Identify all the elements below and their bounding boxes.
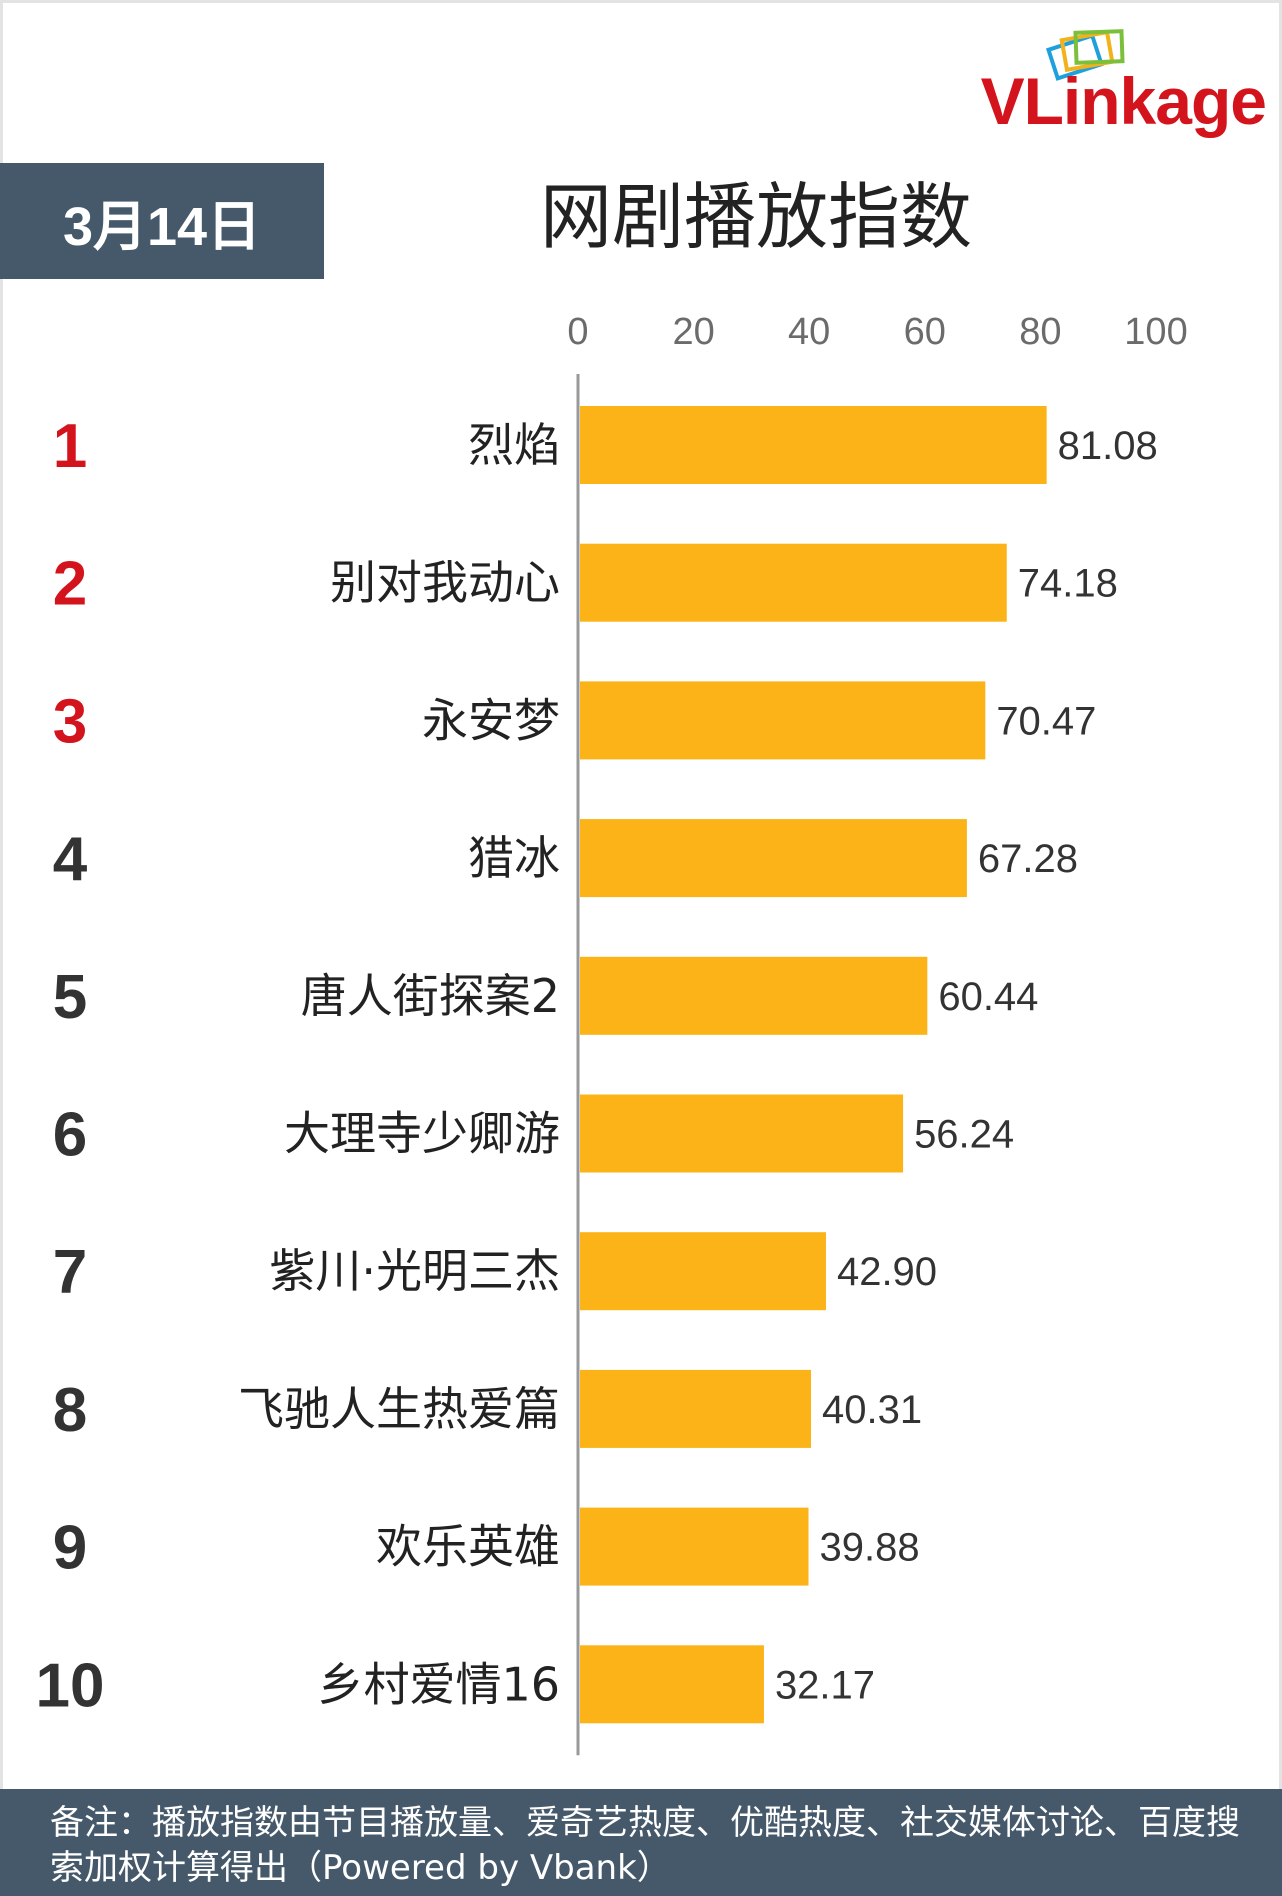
logo-text: VLinkage [980, 64, 1267, 138]
data-bar [580, 406, 1047, 484]
data-bar [580, 1369, 811, 1448]
rank-number: 6 [53, 1101, 87, 1170]
data-bar [580, 681, 986, 760]
category-label: 紫川·光明三杰 [269, 1244, 560, 1298]
data-value-label: 67.28 [978, 837, 1078, 881]
rank-number: 9 [53, 1514, 87, 1583]
x-tick-label: 0 [567, 311, 588, 353]
footnote-bar: 备注：播放指数由节目播放量、爱奇艺热度、优酷热度、社交媒体讨论、百度搜索加权计算… [0, 1789, 1282, 1896]
rank-number: 3 [53, 687, 87, 756]
data-value-label: 70.47 [996, 699, 1096, 743]
rank-number: 5 [53, 963, 87, 1032]
category-label: 烈焰 [468, 418, 560, 472]
data-bar [580, 1094, 904, 1173]
rank-number: 8 [53, 1376, 87, 1445]
data-bar [580, 819, 967, 898]
category-label: 猎冰 [468, 831, 560, 885]
rank-number: 1 [53, 412, 87, 481]
data-value-label: 56.24 [914, 1113, 1014, 1157]
data-bar [580, 1645, 764, 1724]
rank-number: 7 [53, 1238, 87, 1307]
date-label: 3月14日 [62, 196, 262, 257]
data-value-label: 42.90 [837, 1250, 937, 1294]
x-tick-label: 60 [904, 311, 946, 353]
data-bar [580, 1507, 809, 1586]
logo-cards-icon [1045, 29, 1125, 81]
category-label: 别对我动心 [330, 556, 560, 610]
data-bar [580, 543, 1007, 622]
rank-number: 10 [36, 1651, 105, 1720]
chart-title: 网剧播放指数 [540, 175, 973, 259]
category-label: 欢乐英雄 [376, 1520, 560, 1574]
category-label: 飞驰人生热爱篇 [238, 1382, 560, 1436]
x-tick-label: 80 [1019, 311, 1061, 353]
data-value-label: 81.08 [1058, 424, 1158, 468]
data-value-label: 60.44 [938, 975, 1038, 1019]
vlinkage-logo: VLinkage [966, 24, 1267, 139]
rank-number: 4 [53, 825, 88, 894]
date-badge: 3月14日 [0, 163, 324, 279]
data-bar [580, 956, 928, 1035]
category-label: 乡村爱情16 [317, 1657, 560, 1711]
category-label: 唐人街探案2 [301, 969, 560, 1023]
footnote-text: 备注：播放指数由节目播放量、爱奇艺热度、优酷热度、社交媒体讨论、百度搜索加权计算… [50, 1803, 1240, 1888]
category-label: 永安梦 [422, 693, 560, 747]
x-tick-label: 20 [672, 311, 714, 353]
data-value-label: 32.17 [775, 1663, 875, 1707]
x-tick-label: 100 [1124, 311, 1187, 353]
data-bar [580, 1232, 826, 1311]
x-tick-label: 40 [788, 311, 830, 353]
data-value-label: 39.88 [820, 1526, 920, 1570]
data-value-label: 74.18 [1018, 562, 1118, 606]
rank-number: 2 [53, 550, 87, 619]
category-label: 大理寺少卿游 [284, 1107, 560, 1161]
bar-chart: 0 20 40 60 80 100 1 烈焰 81.08 2 别对我动心 74.18 3 永安梦 70.47… [36, 311, 1188, 1756]
data-value-label: 40.31 [822, 1388, 922, 1432]
